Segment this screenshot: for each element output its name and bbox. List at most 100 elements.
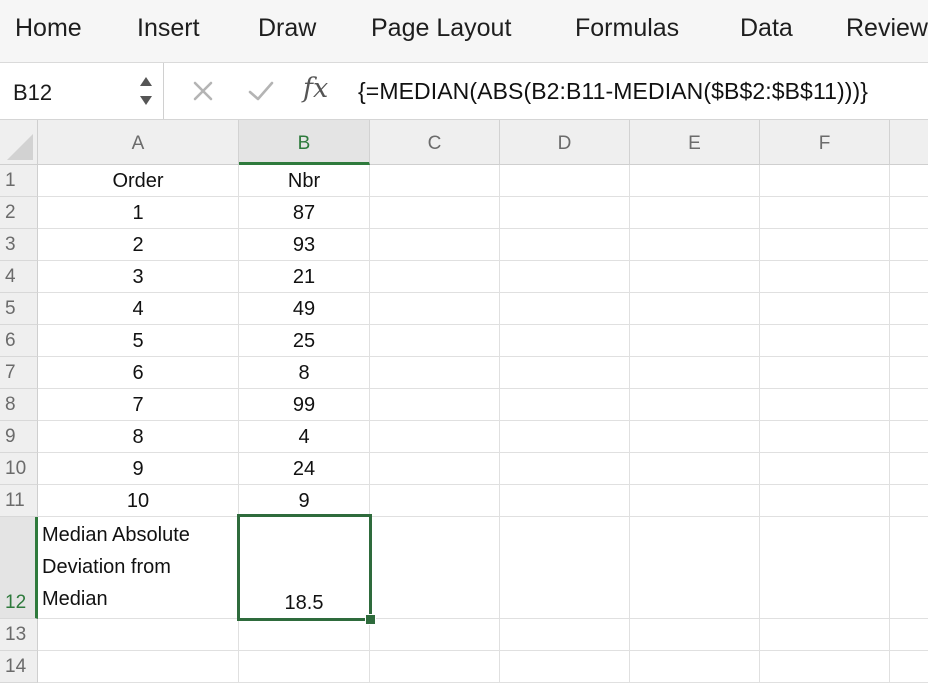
cell-e8[interactable] [630,389,760,421]
row-header-13[interactable]: 13 [0,619,38,651]
cell-g13[interactable] [890,619,928,651]
cell-e11[interactable] [630,485,760,517]
cell-d3[interactable] [500,229,630,261]
insert-function-icon[interactable]: fx [303,73,329,104]
cell-g9[interactable] [890,421,928,453]
cell-a3[interactable]: 2 [38,229,239,261]
cell-a11[interactable]: 10 [38,485,239,517]
cell-c5[interactable] [370,293,500,325]
cell-e9[interactable] [630,421,760,453]
cell-e1[interactable] [630,165,760,197]
cell-b10[interactable]: 24 [239,453,370,485]
row-header-5[interactable]: 5 [0,293,38,325]
cell-e14[interactable] [630,651,760,683]
enter-formula-button[interactable] [243,63,279,119]
cell-b5[interactable]: 49 [239,293,370,325]
cell-g12[interactable] [890,517,928,619]
row-header-10[interactable]: 10 [0,453,38,485]
cell-f2[interactable] [760,197,890,229]
cell-d2[interactable] [500,197,630,229]
cell-c4[interactable] [370,261,500,293]
column-header-d[interactable]: D [500,120,630,165]
cell-d12[interactable] [500,517,630,619]
cell-a8[interactable]: 7 [38,389,239,421]
cell-e7[interactable] [630,357,760,389]
column-header-b[interactable]: B [239,120,370,165]
column-header-g[interactable] [890,120,928,165]
cell-e12[interactable] [630,517,760,619]
column-header-c[interactable]: C [370,120,500,165]
cell-d8[interactable] [500,389,630,421]
cell-g3[interactable] [890,229,928,261]
cell-b13[interactable] [239,619,370,651]
formula-input[interactable]: {=MEDIAN(ABS(B2:B11-MEDIAN($B$2:$B$11)))… [358,78,869,104]
row-header-3[interactable]: 3 [0,229,38,261]
cell-g2[interactable] [890,197,928,229]
cell-f10[interactable] [760,453,890,485]
column-header-e[interactable]: E [630,120,760,165]
tab-review[interactable]: Review [846,14,928,42]
cell-d4[interactable] [500,261,630,293]
cell-c3[interactable] [370,229,500,261]
cell-a7[interactable]: 6 [38,357,239,389]
cell-b2[interactable]: 87 [239,197,370,229]
cell-d6[interactable] [500,325,630,357]
cell-f9[interactable] [760,421,890,453]
cell-c10[interactable] [370,453,500,485]
cell-f1[interactable] [760,165,890,197]
cell-c6[interactable] [370,325,500,357]
select-all-button[interactable] [0,120,38,165]
tab-insert[interactable]: Insert [137,14,200,42]
cell-d11[interactable] [500,485,630,517]
cell-b8[interactable]: 99 [239,389,370,421]
cell-b7[interactable]: 8 [239,357,370,389]
cell-c1[interactable] [370,165,500,197]
cell-f13[interactable] [760,619,890,651]
cell-a14[interactable] [38,651,239,683]
cell-b11[interactable]: 9 [239,485,370,517]
column-header-a[interactable]: A [38,120,239,165]
cell-a4[interactable]: 3 [38,261,239,293]
tab-data[interactable]: Data [740,14,793,42]
cell-b3[interactable]: 93 [239,229,370,261]
cell-g6[interactable] [890,325,928,357]
name-box-stepper-icon[interactable] [136,72,156,110]
row-header-14[interactable]: 14 [0,651,38,683]
tab-home[interactable]: Home [15,14,82,42]
tab-page-layout[interactable]: Page Layout [371,14,512,42]
cell-f5[interactable] [760,293,890,325]
cell-b12[interactable]: 18.5 [239,517,370,619]
cancel-formula-button[interactable] [185,63,221,119]
cell-b9[interactable]: 4 [239,421,370,453]
cell-c14[interactable] [370,651,500,683]
cell-f8[interactable] [760,389,890,421]
cell-a1[interactable]: Order [38,165,239,197]
cell-g14[interactable] [890,651,928,683]
cell-g4[interactable] [890,261,928,293]
cell-a5[interactable]: 4 [38,293,239,325]
cell-c9[interactable] [370,421,500,453]
cell-g5[interactable] [890,293,928,325]
cell-d13[interactable] [500,619,630,651]
cell-g11[interactable] [890,485,928,517]
cell-c2[interactable] [370,197,500,229]
cell-e10[interactable] [630,453,760,485]
cell-g1[interactable] [890,165,928,197]
cell-f14[interactable] [760,651,890,683]
cell-g10[interactable] [890,453,928,485]
cell-a10[interactable]: 9 [38,453,239,485]
row-header-12[interactable]: 12 [0,517,38,619]
row-header-11[interactable]: 11 [0,485,38,517]
cell-e6[interactable] [630,325,760,357]
cell-a12[interactable]: Median Absolute Deviation from Median [38,517,239,619]
cell-b14[interactable] [239,651,370,683]
cell-g8[interactable] [890,389,928,421]
cell-g7[interactable] [890,357,928,389]
cell-e3[interactable] [630,229,760,261]
cell-c11[interactable] [370,485,500,517]
cell-d10[interactable] [500,453,630,485]
cell-c8[interactable] [370,389,500,421]
cell-d5[interactable] [500,293,630,325]
row-header-7[interactable]: 7 [0,357,38,389]
cell-a2[interactable]: 1 [38,197,239,229]
